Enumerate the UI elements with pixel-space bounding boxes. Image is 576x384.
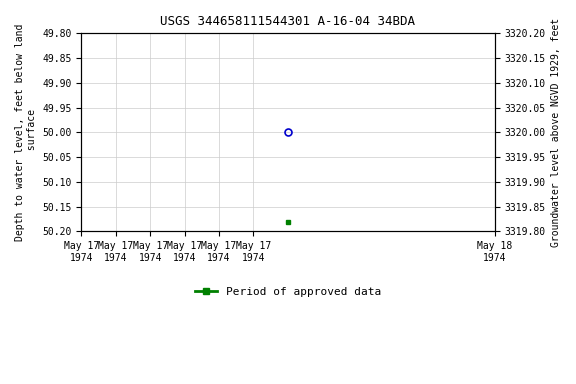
Title: USGS 344658111544301 A-16-04 34BDA: USGS 344658111544301 A-16-04 34BDA bbox=[161, 15, 415, 28]
Y-axis label: Depth to water level, feet below land
 surface: Depth to water level, feet below land su… bbox=[15, 24, 37, 241]
Legend: Period of approved data: Period of approved data bbox=[190, 282, 385, 301]
Y-axis label: Groundwater level above NGVD 1929, feet: Groundwater level above NGVD 1929, feet bbox=[551, 18, 561, 247]
